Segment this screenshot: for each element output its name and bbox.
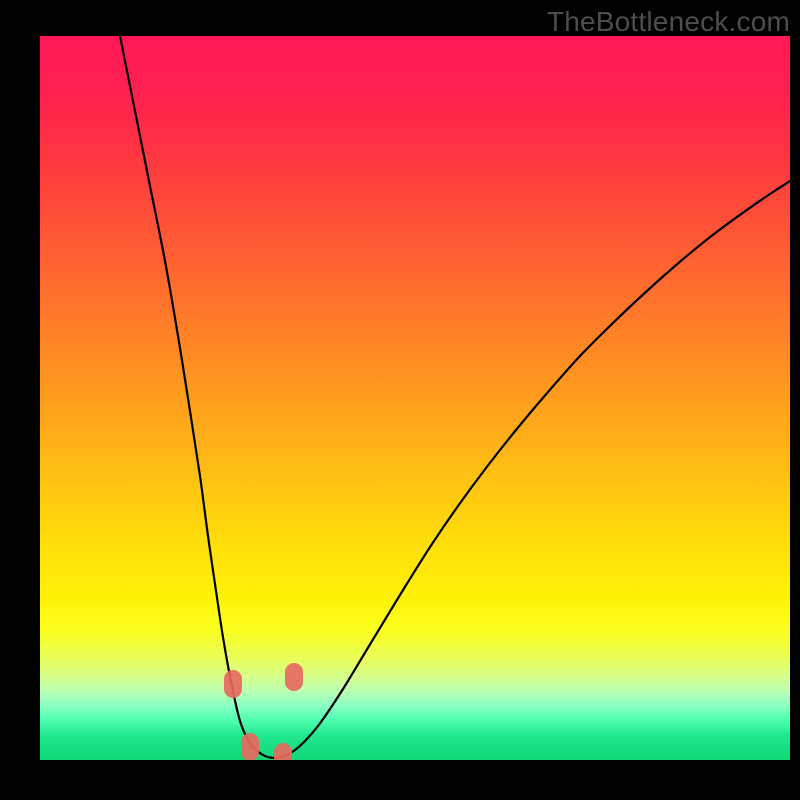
chart-frame: TheBottleneck.com	[0, 0, 800, 800]
watermark-text: TheBottleneck.com	[547, 6, 790, 38]
curve-marker	[224, 670, 242, 698]
curve-marker	[241, 733, 259, 760]
curve-layer	[40, 36, 790, 760]
plot-area	[40, 36, 790, 760]
bottleneck-curve	[120, 36, 790, 758]
marker-group	[224, 663, 303, 760]
curve-marker	[285, 663, 303, 691]
curve-marker	[274, 743, 292, 760]
